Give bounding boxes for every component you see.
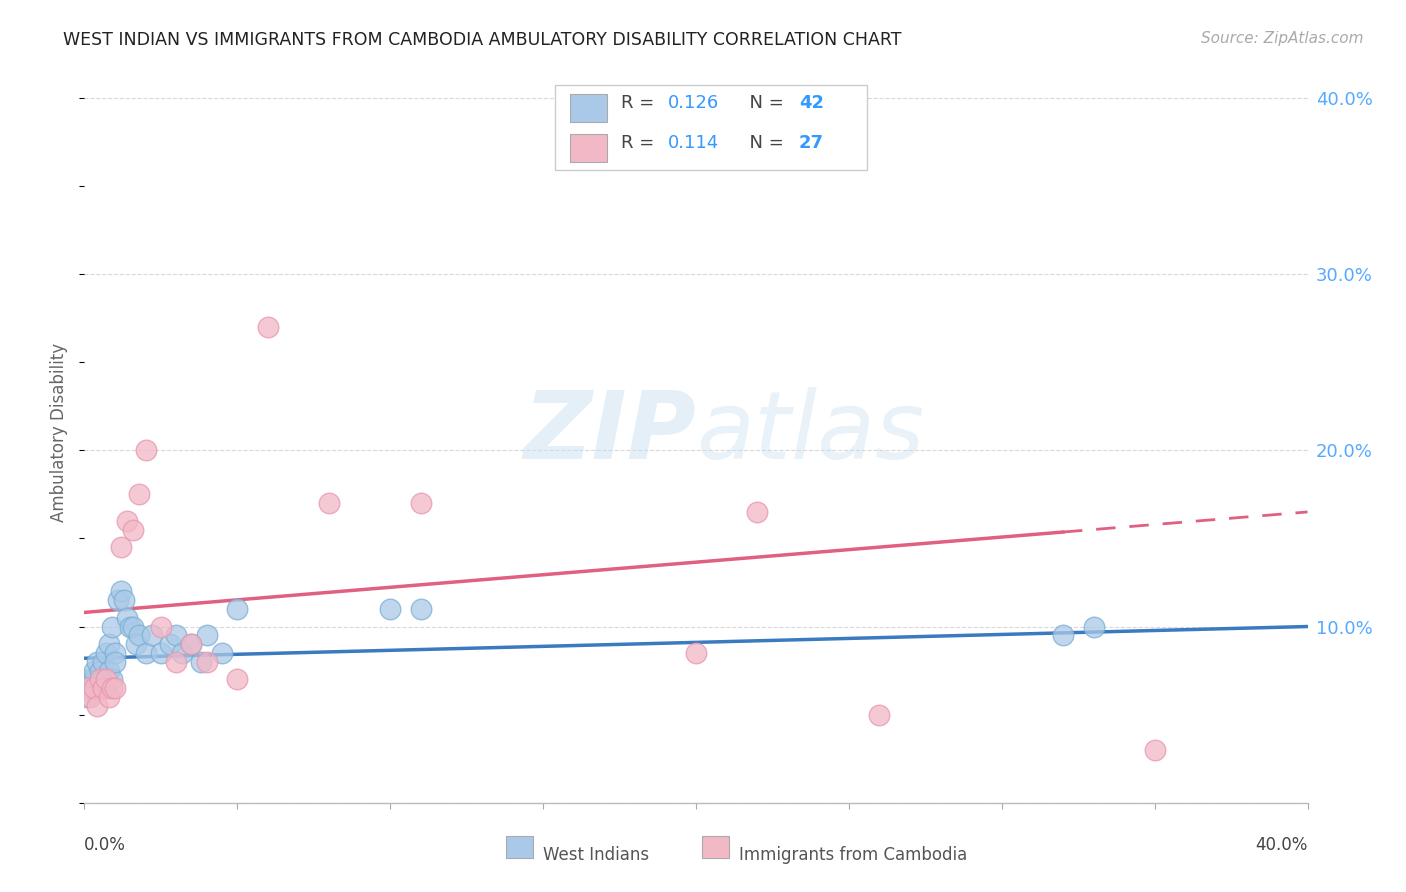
Point — [89, 664, 111, 678]
Point — [76, 690, 98, 704]
Point — [89, 673, 111, 687]
Point — [110, 540, 132, 554]
Point — [79, 673, 101, 687]
Text: WEST INDIAN VS IMMIGRANTS FROM CAMBODIA AMBULATORY DISABILITY CORRELATION CHART: WEST INDIAN VS IMMIGRANTS FROM CAMBODIA … — [63, 31, 901, 49]
Point — [318, 496, 340, 510]
Bar — [569, 135, 606, 162]
Text: 0.0%: 0.0% — [84, 836, 127, 855]
Point — [97, 690, 120, 704]
Point — [1083, 619, 1105, 633]
Point — [257, 319, 280, 334]
Text: 40.0%: 40.0% — [1256, 836, 1308, 855]
Point — [101, 619, 124, 633]
Point — [122, 619, 145, 633]
Point — [104, 655, 127, 669]
Point — [135, 443, 157, 458]
Point — [79, 690, 101, 704]
Text: R =: R = — [621, 94, 661, 112]
Point — [409, 602, 432, 616]
Point — [79, 681, 101, 696]
Text: N =: N = — [738, 135, 789, 153]
Point — [226, 673, 249, 687]
Point — [89, 673, 111, 687]
Point — [83, 664, 105, 678]
Point — [149, 646, 172, 660]
Point — [104, 646, 127, 660]
Point — [94, 681, 117, 696]
Point — [107, 593, 129, 607]
Point — [380, 602, 402, 616]
Point — [141, 628, 163, 642]
Point — [869, 707, 891, 722]
Text: ZIP: ZIP — [523, 386, 696, 479]
Point — [115, 610, 138, 624]
Point — [125, 637, 148, 651]
Point — [101, 673, 124, 687]
Text: 42: 42 — [799, 94, 824, 112]
Text: 0.114: 0.114 — [668, 135, 718, 153]
Text: atlas: atlas — [696, 387, 924, 478]
Point — [685, 646, 707, 660]
Point — [86, 698, 108, 713]
Point — [86, 655, 108, 669]
Point — [91, 673, 114, 687]
Point — [94, 646, 117, 660]
Point — [97, 637, 120, 651]
Point — [128, 487, 150, 501]
Point — [110, 584, 132, 599]
Point — [94, 673, 117, 687]
Bar — [569, 94, 606, 121]
Text: Source: ZipAtlas.com: Source: ZipAtlas.com — [1201, 31, 1364, 46]
Text: West Indians: West Indians — [543, 846, 650, 863]
Point — [747, 505, 769, 519]
Point — [195, 655, 218, 669]
Point — [211, 646, 233, 660]
Point — [172, 646, 194, 660]
Point — [91, 655, 114, 669]
Point — [159, 637, 181, 651]
Point — [165, 628, 187, 642]
Point — [83, 681, 105, 696]
Text: N =: N = — [738, 94, 789, 112]
Point — [1052, 628, 1074, 642]
Point — [112, 593, 135, 607]
Y-axis label: Ambulatory Disability: Ambulatory Disability — [51, 343, 69, 522]
Point — [409, 496, 432, 510]
Point — [120, 619, 142, 633]
Point — [1143, 743, 1166, 757]
Point — [226, 602, 249, 616]
Point — [91, 681, 114, 696]
Point — [165, 655, 187, 669]
Text: 27: 27 — [799, 135, 824, 153]
Point — [149, 619, 172, 633]
Point — [180, 637, 202, 651]
Point — [195, 628, 218, 642]
Point — [128, 628, 150, 642]
Text: R =: R = — [621, 135, 661, 153]
Point — [104, 681, 127, 696]
Point — [190, 655, 212, 669]
Text: Immigrants from Cambodia: Immigrants from Cambodia — [738, 846, 967, 863]
Bar — [702, 836, 728, 858]
Text: 0.126: 0.126 — [668, 94, 718, 112]
Point — [86, 681, 108, 696]
Point — [83, 673, 105, 687]
Point — [76, 681, 98, 696]
Point — [180, 637, 202, 651]
Point — [115, 514, 138, 528]
Bar — [506, 836, 533, 858]
Point — [135, 646, 157, 660]
FancyBboxPatch shape — [555, 85, 868, 169]
Point — [97, 664, 120, 678]
Point — [122, 523, 145, 537]
Point — [101, 681, 124, 696]
